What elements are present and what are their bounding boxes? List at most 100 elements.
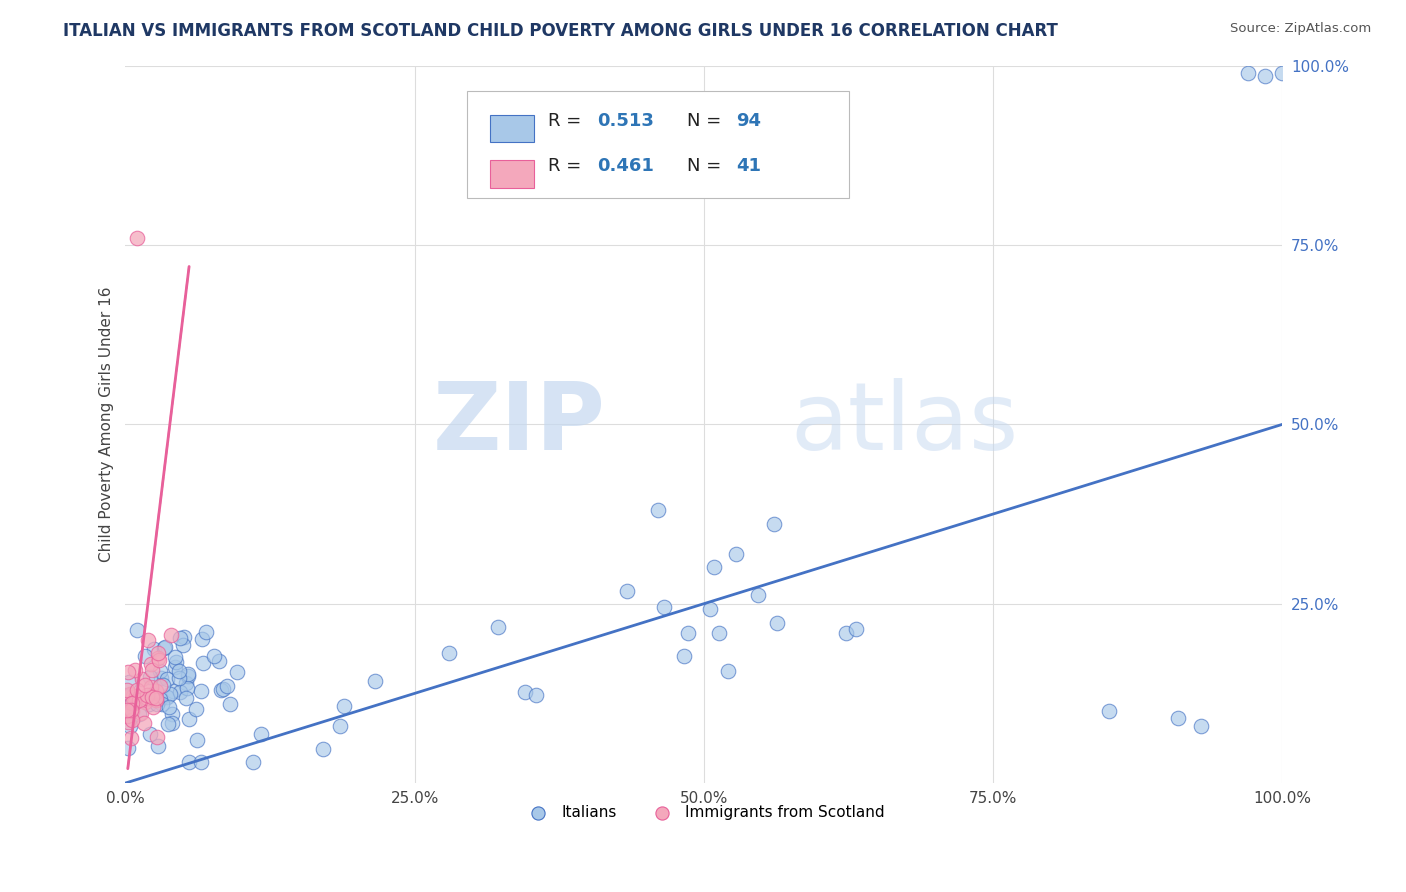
Point xyxy=(141,663,163,677)
Y-axis label: Child Poverty Among Girls Under 16: Child Poverty Among Girls Under 16 xyxy=(100,286,114,562)
Point xyxy=(179,712,201,726)
Point xyxy=(145,698,167,712)
Point xyxy=(136,633,159,648)
Point xyxy=(191,632,214,646)
Point xyxy=(190,755,212,769)
Point xyxy=(148,739,170,753)
Point xyxy=(312,741,335,756)
Point xyxy=(179,755,201,769)
Point xyxy=(169,631,191,645)
Point xyxy=(146,730,169,744)
Point xyxy=(149,679,172,693)
Text: 41: 41 xyxy=(737,157,762,175)
Point xyxy=(121,704,143,718)
Point xyxy=(153,640,176,654)
Point xyxy=(177,667,200,681)
Point xyxy=(128,693,150,707)
Bar xyxy=(489,115,534,143)
Point xyxy=(148,653,170,667)
Text: 0.461: 0.461 xyxy=(598,157,654,175)
Point xyxy=(1254,70,1277,84)
Point xyxy=(332,698,354,713)
Point xyxy=(673,648,696,663)
Point xyxy=(125,231,148,245)
Point xyxy=(121,702,143,716)
Point xyxy=(162,684,184,698)
Point xyxy=(835,626,858,640)
Point xyxy=(153,641,176,656)
Point xyxy=(134,695,156,709)
Point xyxy=(766,616,789,631)
Point xyxy=(724,548,747,562)
Point xyxy=(155,672,177,686)
Point xyxy=(709,625,731,640)
Text: R =: R = xyxy=(548,112,586,130)
Point xyxy=(129,706,152,721)
Point xyxy=(125,690,148,704)
Point xyxy=(524,688,547,702)
Point xyxy=(747,588,769,602)
Point xyxy=(215,679,238,693)
Text: R =: R = xyxy=(548,157,586,175)
Point xyxy=(122,696,145,710)
Point xyxy=(329,719,352,733)
Point xyxy=(118,687,141,701)
Point xyxy=(115,708,138,723)
Text: atlas: atlas xyxy=(790,378,1019,470)
Point xyxy=(131,673,153,687)
Point xyxy=(845,622,868,636)
Point xyxy=(145,691,167,706)
Point xyxy=(156,690,179,705)
Point xyxy=(1098,704,1121,718)
Point xyxy=(172,638,194,652)
Point xyxy=(211,681,233,696)
Point xyxy=(136,690,159,705)
Point xyxy=(225,665,247,679)
FancyBboxPatch shape xyxy=(467,91,849,198)
Point xyxy=(142,686,165,700)
Point xyxy=(117,714,139,729)
Point xyxy=(139,727,162,741)
Point xyxy=(134,648,156,663)
Point xyxy=(134,716,156,731)
Point xyxy=(139,680,162,694)
Point xyxy=(177,669,200,683)
Point xyxy=(138,697,160,711)
Text: N =: N = xyxy=(686,157,727,175)
Point xyxy=(167,664,190,678)
Text: N =: N = xyxy=(686,112,727,130)
Point xyxy=(117,690,139,704)
Point xyxy=(647,503,669,517)
Point xyxy=(160,715,183,730)
Point xyxy=(145,692,167,706)
Point xyxy=(128,706,150,721)
Point xyxy=(148,651,170,665)
Point xyxy=(134,678,156,692)
Point xyxy=(190,684,212,698)
Point xyxy=(173,631,195,645)
Point xyxy=(202,648,225,663)
Point xyxy=(139,670,162,684)
Point xyxy=(146,646,169,660)
Text: 0.513: 0.513 xyxy=(598,112,654,130)
Point xyxy=(117,665,139,680)
Point xyxy=(191,656,214,670)
Point xyxy=(763,516,786,531)
Point xyxy=(118,706,141,720)
Point xyxy=(219,697,242,711)
Point xyxy=(120,689,142,703)
Point xyxy=(1191,719,1213,733)
Point xyxy=(145,684,167,698)
Point xyxy=(176,681,198,695)
Point xyxy=(676,626,699,640)
Point xyxy=(160,706,183,721)
Point xyxy=(124,663,146,677)
Point xyxy=(209,682,232,697)
Point xyxy=(157,700,180,714)
Point xyxy=(156,717,179,731)
Point xyxy=(149,665,172,679)
Point xyxy=(165,659,187,673)
Point xyxy=(165,655,187,669)
Point xyxy=(160,628,183,642)
Text: 94: 94 xyxy=(737,112,762,130)
